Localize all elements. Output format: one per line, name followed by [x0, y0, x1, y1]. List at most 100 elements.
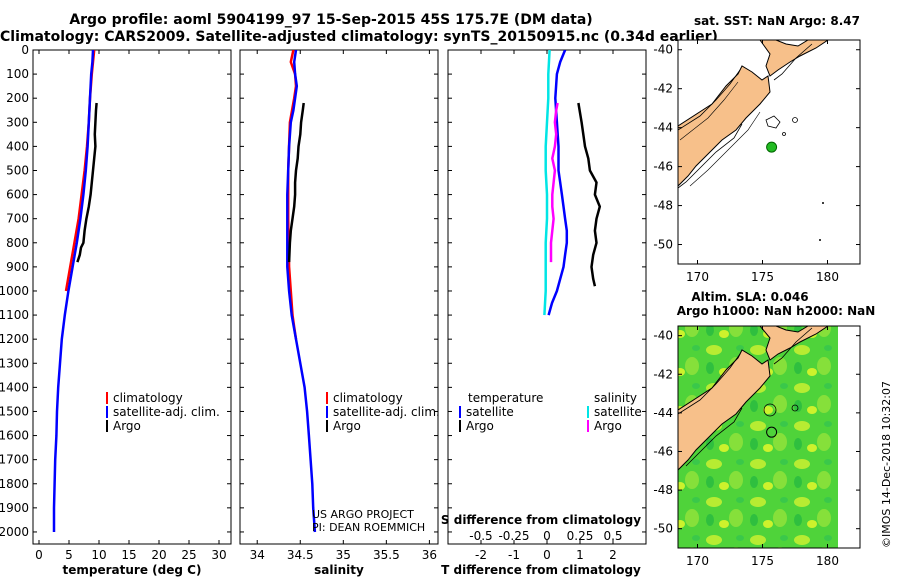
salinity-xlabel: salinity	[314, 563, 364, 577]
salinity-panel: 34 34.5 35 35.5 36 climatology satellite-adj…	[239, 49, 440, 577]
bathymetry-contour-outer	[679, 81, 761, 187]
x2-tick-label: 0.25	[567, 529, 594, 543]
argo-position-marker	[766, 426, 778, 438]
x-tick-label: 15	[121, 548, 136, 562]
x-tick-label: 34.5	[287, 548, 314, 562]
x-tick-label: 25	[181, 548, 196, 562]
temperature-plot-frame	[32, 49, 232, 545]
map-y-tick-label: -50	[653, 522, 673, 536]
temperature-legend: climatology satellite-adj. clim. Argo	[106, 391, 220, 433]
series-argo	[287, 102, 305, 263]
x-tick-label: 35.5	[373, 548, 400, 562]
islet-marker	[819, 239, 821, 241]
y-tick-label: 900	[6, 260, 29, 274]
y-tick-label: 2000	[0, 525, 29, 539]
legend-climatology-label: climatology	[113, 391, 183, 405]
temperature-panel: 0100200300400500600700800900100011001200…	[0, 43, 232, 577]
sst-map-panel: sat. SST: NaN Argo: 8.47 170 175 180 -40 -42…	[653, 14, 861, 284]
map-y-tick-label: -42	[653, 82, 673, 96]
y-tick-label: 1800	[0, 477, 29, 491]
legend-salinity-header: salinity	[594, 391, 637, 405]
y-tick-label: 700	[6, 212, 29, 226]
altim-map-title-line2: Argo h1000: NaN h2000: NaN	[677, 304, 876, 318]
sst-map-content	[678, 40, 829, 241]
imos-watermark: ©IMOS 14-Dec-2018 10:32:07	[880, 381, 893, 548]
temperature-xlabel: temperature (deg C)	[63, 563, 202, 577]
legend-temp-satellite-label: satellite	[466, 405, 514, 419]
x-tick-label: 34	[250, 548, 265, 562]
argo-position-marker	[766, 141, 778, 153]
map-y-tick-label: -44	[653, 406, 673, 420]
y-tick-label: 800	[6, 236, 29, 250]
y-tick-label: 1000	[0, 284, 29, 298]
map-y-tick-label: -48	[653, 199, 673, 213]
credit-pi: PI: DEAN ROEMMICH	[312, 521, 425, 534]
sla-no-data-region	[838, 326, 860, 548]
x-tick-label: 2	[609, 548, 617, 562]
difference-x2label: S difference from climatology	[441, 513, 641, 527]
y-tick-label: 1200	[0, 332, 29, 346]
x-tick-label: -2	[475, 548, 487, 562]
seamount-contour	[792, 117, 798, 123]
x-tick-label: 0	[35, 548, 43, 562]
map-x-tick-label: 175	[751, 554, 774, 568]
x-tick-label: 0	[543, 548, 551, 562]
y-tick-label: 1100	[0, 308, 29, 322]
difference-xlabel: T difference from climatology	[441, 563, 641, 577]
y-tick-label: 300	[6, 115, 29, 129]
map-x-tick-label: 175	[751, 270, 774, 284]
north-island-land	[759, 326, 829, 361]
legend-argo-label: Argo	[113, 419, 141, 433]
legend-argo-label: Argo	[333, 419, 361, 433]
sst-map-title: sat. SST: NaN Argo: 8.47	[694, 14, 860, 28]
map-x-tick-label: 170	[686, 270, 709, 284]
map-y-tick-label: -40	[653, 329, 673, 343]
difference-legend: temperature satellite Argo salinity sate…	[459, 391, 642, 433]
y-tick-label: 100	[6, 67, 29, 81]
seamount-contour	[763, 403, 777, 417]
x2-tick-label: -0.5	[469, 529, 492, 543]
y-tick-label: 0	[21, 43, 29, 57]
y-tick-label: 1700	[0, 453, 29, 467]
north-island-land	[759, 40, 829, 77]
y-tick-label: 200	[6, 91, 29, 105]
altim-map-title-line1: Altim. SLA: 0.046	[691, 290, 808, 304]
series-temperature-satellite	[547, 50, 569, 316]
legend-satellite-label: satellite-adj. clim.	[113, 405, 220, 419]
series-satellite-adj-clim-	[286, 50, 317, 533]
bathymetry-contour	[678, 43, 813, 189]
seamount-contour	[791, 404, 799, 412]
altim-map-frame	[677, 325, 861, 549]
sst-map-frame	[677, 39, 861, 265]
map-y-tick-label: -42	[653, 367, 673, 381]
x2-tick-label: -0.25	[498, 529, 529, 543]
y-tick-label: 1500	[0, 404, 29, 418]
altim-map-content	[678, 326, 829, 471]
map-y-tick-label: -46	[653, 444, 673, 458]
series-salinity-satellite	[543, 50, 551, 316]
map-y-tick-label: -40	[653, 43, 673, 57]
bathymetry-contour	[678, 327, 813, 467]
chatham-rise-contour	[765, 115, 781, 129]
y-tick-label: 1400	[0, 380, 29, 394]
seamount-contour	[782, 132, 786, 136]
figure-title-line2: Climatology: CARS2009. Satellite-adjuste…	[0, 29, 718, 45]
legend-satellite-label: satellite-adj. clim.	[333, 405, 440, 419]
map-y-tick-label: -50	[653, 238, 673, 252]
legend-sal-satellite-label: satellite	[594, 405, 642, 419]
islet-marker	[822, 202, 824, 204]
y-tick-label: 600	[6, 188, 29, 202]
legend-temp-argo-label: Argo	[466, 419, 494, 433]
map-x-tick-label: 180	[816, 270, 839, 284]
x-tick-label: 35	[336, 548, 351, 562]
map-y-tick-label: -46	[653, 160, 673, 174]
y-tick-label: 500	[6, 163, 29, 177]
south-island-land	[678, 65, 771, 187]
legend-climatology-label: climatology	[333, 391, 403, 405]
x-tick-label: 20	[151, 548, 166, 562]
y-tick-label: 1300	[0, 356, 29, 370]
altimetry-map-panel: Altim. SLA: 0.046 Argo h1000: NaN h2000:…	[653, 290, 875, 568]
figure-title-line1: Argo profile: aoml 5904199_97 15-Sep-201…	[69, 12, 593, 28]
x-tick-label: 5	[65, 548, 73, 562]
